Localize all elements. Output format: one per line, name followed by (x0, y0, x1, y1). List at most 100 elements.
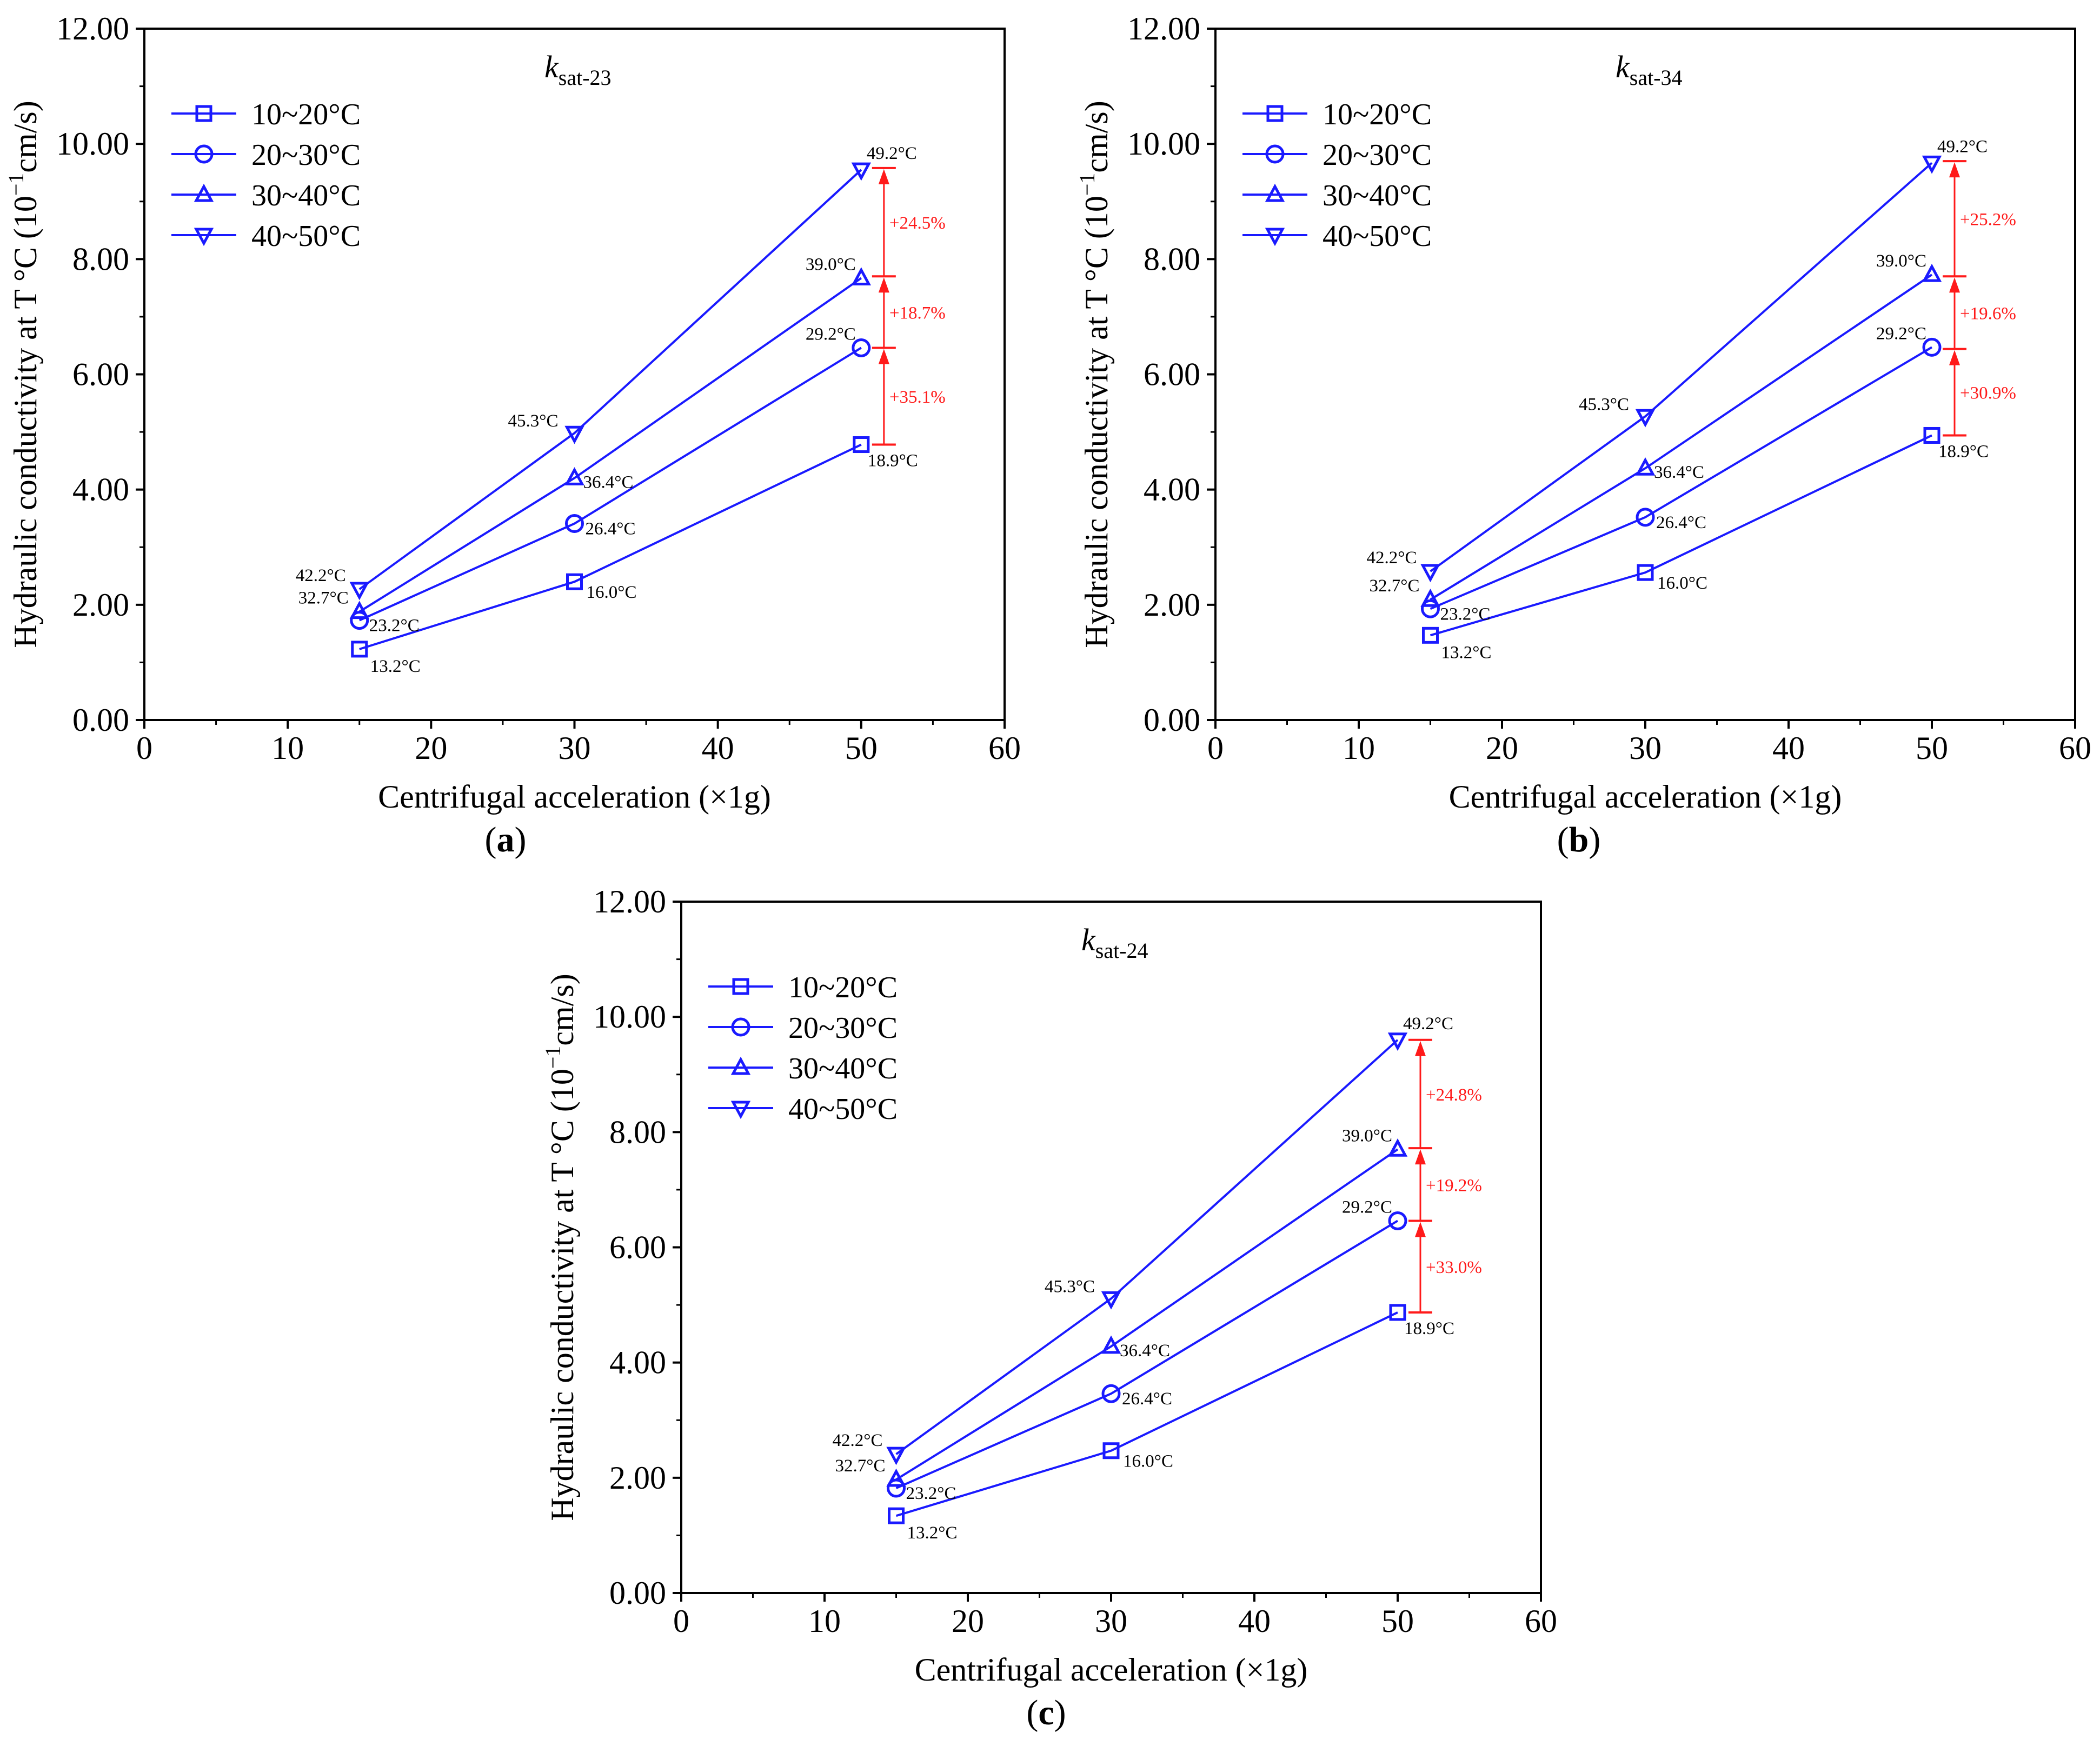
x-tick-label: 20 (415, 730, 447, 766)
legend-entry: 20~30°C (251, 138, 361, 172)
x-tick-label: 0 (673, 1603, 689, 1639)
legend-entry: 30~40°C (788, 1052, 898, 1085)
x-tick-label: 0 (136, 730, 152, 766)
point-label: 36.4°C (583, 472, 634, 492)
data-point (1388, 1211, 1407, 1230)
legend-marker-circle (731, 1017, 750, 1037)
data-point (1635, 457, 1656, 476)
x-tick-label: 10 (1343, 730, 1375, 766)
increment-label: +30.9% (1960, 384, 2016, 403)
legend-marker-square (195, 105, 212, 122)
point-label: 23.2°C (369, 616, 420, 636)
point-label: 32.7°C (298, 589, 349, 608)
data-point (1387, 1032, 1408, 1051)
point-label: 39.0°C (1876, 251, 1926, 271)
point-label: 45.3°C (1579, 395, 1629, 414)
point-label: 36.4°C (1654, 463, 1704, 482)
point-label: 45.3°C (1045, 1277, 1095, 1296)
data-point (1635, 409, 1656, 428)
point-label: 13.2°C (907, 1523, 958, 1543)
point-label: 18.9°C (1404, 1319, 1454, 1338)
legend-entry: 30~40°C (251, 179, 361, 212)
point-label: 36.4°C (1120, 1341, 1170, 1361)
x-tick-label: 20 (1486, 730, 1518, 766)
y-tick-label: 4.00 (72, 472, 129, 508)
legend-marker-triangle-up (194, 183, 214, 202)
data-point (886, 1447, 906, 1465)
increment-arrow-head (1949, 162, 1960, 178)
point-label: 18.9°C (1938, 442, 1989, 461)
point-label: 29.2°C (1342, 1197, 1392, 1217)
plot-frame (680, 901, 1542, 1594)
legend-entry: 10~20°C (788, 971, 898, 1004)
legend: 10~20°C 20~30°C 30~40°C 40~50°C (171, 98, 361, 253)
legend-marker-triangle-down (1265, 228, 1285, 246)
data-point (1101, 1335, 1121, 1354)
series-30~40°C: 32.7°C 36.4°C 39.0°C (298, 255, 872, 619)
data-point (565, 514, 584, 534)
legend-marker-square (1266, 105, 1284, 122)
y-tick-label: 8.00 (72, 241, 129, 277)
series-line (1430, 434, 1932, 637)
legend-marker-triangle-up (1265, 183, 1285, 202)
y-tick-label: 0.00 (1144, 702, 1200, 738)
increment-arrow-head (1415, 1041, 1426, 1056)
x-tick-label: 60 (2059, 730, 2091, 766)
legend-entry: 20~30°C (788, 1011, 898, 1045)
increment-arrow-head (1415, 1222, 1426, 1237)
plot-frame (1214, 28, 2076, 721)
data-point (852, 338, 871, 357)
y-tick-label: 8.00 (1144, 241, 1200, 277)
increment-label: +35.1% (889, 388, 946, 407)
chart-panel-c: 0 10 20 30 40 50 60 0.00 2.00 4.00 6.00 8.00 10.00 12… (541, 884, 1557, 1732)
series-line (358, 169, 862, 590)
y-axis-title: Hydraulic conductivity at T °C (10−1cm/s… (541, 974, 580, 1521)
data-point (1922, 155, 1942, 174)
series-line (895, 1148, 1399, 1481)
series-30~40°C: 32.7°C 36.4°C 39.0°C (1370, 251, 1942, 607)
point-label: 26.4°C (586, 519, 636, 539)
data-point (853, 436, 870, 454)
x-axis-title: Centrifugal acceleration (×1g) (915, 1652, 1308, 1688)
series-20~30°C: 23.2°C 26.4°C 29.2°C (887, 1197, 1407, 1503)
x-tick-label: 40 (702, 730, 734, 766)
y-tick-label: 6.00 (609, 1230, 666, 1265)
x-tick-label: 40 (1772, 730, 1805, 766)
increment-arrow-head (1415, 1149, 1426, 1165)
y-tick-label: 12.00 (1127, 11, 1200, 46)
point-label: 13.2°C (1441, 643, 1492, 662)
x-tick-label: 30 (1629, 730, 1662, 766)
panel-caption: (b) (1557, 820, 1601, 859)
data-point (851, 267, 872, 286)
legend-entry: 30~40°C (1323, 179, 1432, 212)
point-label: 49.2°C (1937, 137, 1988, 156)
legend-marker-triangle-down (194, 228, 214, 246)
plot-frame (143, 28, 1006, 721)
data-point (888, 1507, 905, 1524)
x-tick-label: 60 (1525, 1603, 1557, 1639)
data-point (1389, 1304, 1406, 1321)
y-tick-label: 2.00 (609, 1460, 666, 1496)
increment-label: +25.2% (1960, 210, 2016, 230)
increment-arrow-head (1949, 277, 1960, 293)
legend-entry: 40~50°C (251, 219, 361, 253)
data-point (1420, 588, 1440, 607)
legend: 10~20°C 20~30°C 30~40°C 40~50°C (1242, 98, 1432, 253)
point-label: 49.2°C (867, 144, 917, 163)
k-sat-label: ksat-34 (1616, 49, 1683, 90)
series-line (895, 1039, 1399, 1455)
data-point (1636, 508, 1655, 527)
series-20~30°C: 23.2°C 26.4°C 29.2°C (1421, 324, 1942, 624)
increment-annotations: +30.9% +19.6% +25.2% (1943, 160, 2016, 437)
data-point (351, 641, 368, 658)
series-line (1430, 274, 1933, 601)
y-tick-label: 4.00 (1144, 472, 1200, 508)
x-axis-title: Centrifugal acceleration (×1g) (1449, 779, 1842, 815)
y-tick-label: 10.00 (56, 126, 129, 162)
data-point (1637, 564, 1654, 581)
panel-caption: (c) (1026, 1693, 1066, 1732)
point-label: 23.2°C (906, 1484, 956, 1503)
data-point (349, 582, 369, 601)
data-point (564, 467, 584, 485)
increment-arrow-head (878, 277, 889, 293)
